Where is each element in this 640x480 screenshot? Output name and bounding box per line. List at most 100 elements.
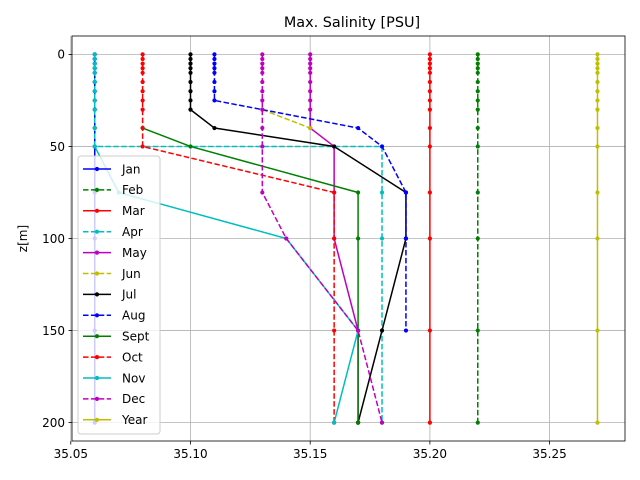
data-point [140, 144, 145, 149]
legend-label: Sept [122, 330, 150, 344]
data-point [475, 328, 480, 333]
y-tick-label: 150 [42, 324, 65, 338]
data-point [355, 420, 361, 425]
data-point [188, 107, 193, 112]
legend-marker [94, 355, 100, 360]
data-point [595, 328, 600, 333]
data-point [308, 52, 313, 57]
data-point [427, 144, 432, 149]
data-point [92, 52, 97, 57]
data-point [140, 107, 145, 112]
data-point [427, 236, 432, 241]
data-point [475, 52, 480, 57]
data-point [403, 236, 409, 241]
data-point [188, 56, 193, 62]
data-point [212, 56, 217, 62]
data-point [427, 107, 432, 112]
legend-label: Nov [122, 371, 145, 385]
data-point [308, 98, 313, 103]
data-point [355, 236, 361, 241]
data-point [308, 56, 313, 62]
data-point [212, 98, 217, 103]
data-point [595, 125, 600, 131]
data-point [427, 52, 432, 57]
data-point [475, 61, 480, 66]
data-point [475, 79, 480, 85]
y-axis-ticks: 0 50 100 150 200 [42, 48, 72, 430]
data-point [427, 70, 432, 75]
data-point [92, 79, 97, 85]
data-point [212, 125, 217, 131]
x-tick-label: 35.10 [173, 447, 207, 461]
legend-label: May [122, 246, 147, 260]
data-point [212, 70, 217, 75]
legend-marker [94, 250, 100, 255]
data-point [332, 190, 337, 195]
data-point [260, 70, 265, 75]
data-point [140, 56, 145, 62]
legend-label: Jul [121, 288, 136, 302]
data-point [595, 61, 600, 66]
data-point [92, 98, 97, 103]
data-point [92, 70, 97, 75]
data-point [379, 420, 385, 425]
data-point [475, 125, 480, 131]
data-point [427, 190, 432, 195]
data-point [379, 144, 385, 149]
data-point [427, 56, 432, 62]
data-point [188, 66, 193, 71]
data-point [595, 144, 600, 149]
data-point [595, 52, 600, 57]
legend-label: Jun [121, 267, 141, 281]
data-point [140, 98, 145, 103]
data-point [332, 420, 337, 425]
legend-marker [94, 375, 100, 381]
data-point [188, 98, 193, 103]
legend-label: Year [121, 413, 147, 427]
data-point [260, 107, 265, 112]
data-point [427, 89, 432, 94]
series-aug [212, 52, 409, 333]
data-point [427, 125, 432, 131]
y-tick-label: 200 [42, 416, 65, 430]
data-point [403, 328, 409, 333]
data-point [308, 79, 313, 85]
data-point [427, 98, 432, 103]
data-point [379, 328, 385, 333]
series-mar [427, 52, 432, 425]
data-point [595, 66, 600, 71]
data-point [332, 328, 337, 333]
data-point [92, 144, 97, 149]
legend-marker [94, 313, 100, 318]
data-point [140, 125, 145, 131]
data-point [212, 66, 217, 71]
y-axis-label: z[m] [16, 225, 30, 252]
data-point [475, 420, 480, 425]
data-point [475, 70, 480, 75]
series-dec [260, 52, 385, 425]
legend-marker [94, 396, 100, 401]
data-point [475, 144, 480, 149]
data-point [260, 66, 265, 71]
legend-label: Feb [122, 183, 143, 197]
legend-box [77, 155, 161, 435]
data-point [308, 61, 313, 66]
data-point [212, 79, 217, 85]
legend-label: Aug [122, 309, 145, 323]
x-tick-label: 35.25 [532, 447, 566, 461]
data-point [260, 79, 265, 85]
x-tick-label: 35.05 [54, 447, 88, 461]
series-line [142, 127, 359, 423]
legend-label: Apr [122, 225, 143, 239]
data-point [475, 190, 480, 195]
data-point [308, 125, 313, 131]
data-point [595, 70, 600, 75]
data-point [212, 61, 217, 66]
data-point [188, 89, 193, 94]
legend-marker [94, 271, 100, 276]
data-point [260, 61, 265, 66]
legend-label: Jan [121, 162, 141, 176]
data-point [140, 70, 145, 75]
data-point [355, 190, 361, 195]
